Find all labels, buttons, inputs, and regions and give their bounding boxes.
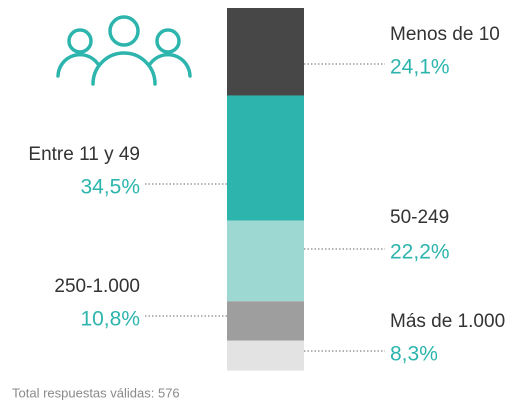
category-label: 50-249 [390, 207, 449, 228]
people-icon [56, 15, 192, 86]
footnote: Total respuestas válidas: 576 [12, 385, 180, 400]
segment [227, 8, 304, 96]
value-label: 34,5% [80, 176, 140, 199]
segment [227, 95, 304, 221]
value-label: 22,2% [390, 241, 450, 264]
segment [227, 220, 304, 302]
category-label: Menos de 10 [390, 24, 500, 45]
value-label: 24,1% [390, 56, 450, 79]
category-label: Más de 1.000 [390, 311, 505, 332]
value-label: 10,8% [80, 308, 140, 331]
value-label: 8,3% [390, 343, 438, 366]
category-label: Entre 11 y 49 [28, 144, 140, 165]
segment [227, 340, 304, 371]
segment [227, 301, 304, 341]
category-label: 250-1.000 [54, 276, 140, 297]
